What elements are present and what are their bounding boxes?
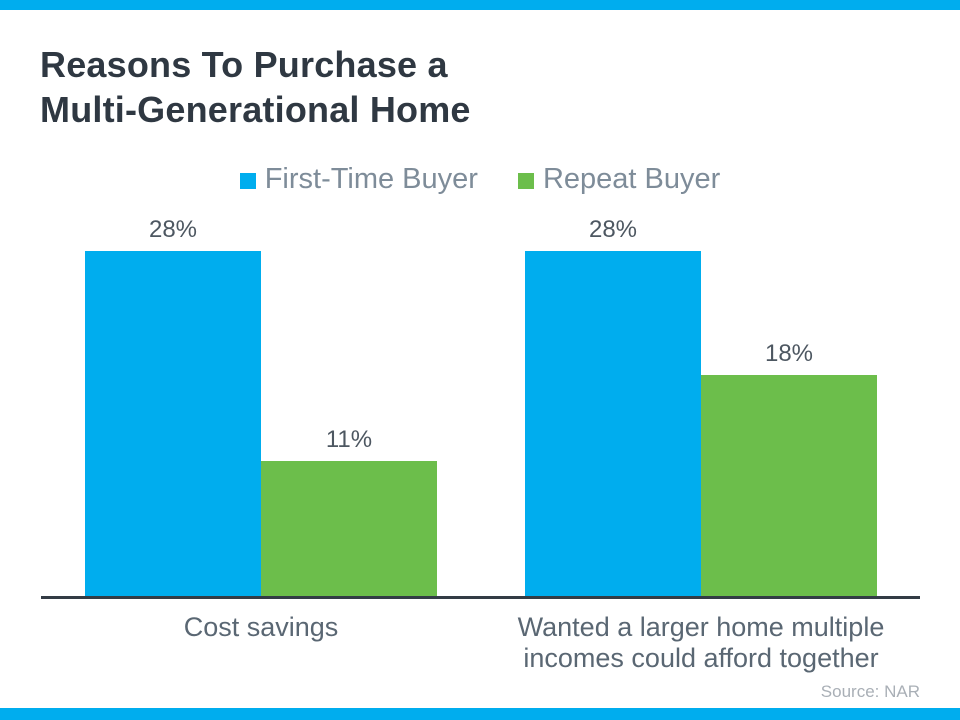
bar-group-larger-home: 28% 18% xyxy=(525,216,877,597)
bar-repeat-buyer xyxy=(701,375,877,597)
category-label-larger-home: Wanted a larger home multiple incomes co… xyxy=(517,612,885,673)
bar-column: 28% xyxy=(85,216,261,597)
value-label: 18% xyxy=(764,340,814,367)
x-axis-line xyxy=(41,596,920,599)
chart-title-line2: Multi-Generational Home xyxy=(40,89,471,130)
bar-column: 11% xyxy=(261,426,437,597)
legend: First-Time Buyer Repeat Buyer xyxy=(0,163,960,196)
bar-group-cost-savings: 28% 11% xyxy=(85,216,437,597)
legend-swatch-first-time-buyer-icon xyxy=(239,173,256,189)
bottom-accent-bar xyxy=(0,708,960,720)
bar-repeat-buyer xyxy=(261,461,437,597)
legend-swatch-repeat-buyer-icon xyxy=(517,173,534,189)
value-label: 11% xyxy=(325,426,373,453)
chart-title: Reasons To Purchase a Multi-Generational… xyxy=(40,42,471,132)
legend-item-repeat-buyer: Repeat Buyer xyxy=(517,163,721,196)
bar-first-time-buyer xyxy=(525,251,701,597)
legend-item-first-time-buyer: First-Time Buyer xyxy=(239,163,478,196)
value-label: 28% xyxy=(148,216,198,243)
value-label: 28% xyxy=(588,216,638,243)
chart-title-line1: Reasons To Purchase a xyxy=(40,44,448,85)
top-accent-bar xyxy=(0,0,960,10)
bar-first-time-buyer xyxy=(85,251,261,597)
legend-label-repeat-buyer: Repeat Buyer xyxy=(542,163,721,195)
bar-column: 18% xyxy=(701,340,877,597)
legend-label-first-time-buyer: First-Time Buyer xyxy=(264,163,478,195)
source-note: Source: NAR xyxy=(820,682,920,701)
bar-column: 28% xyxy=(525,216,701,597)
category-label-cost-savings: Cost savings xyxy=(183,612,339,642)
